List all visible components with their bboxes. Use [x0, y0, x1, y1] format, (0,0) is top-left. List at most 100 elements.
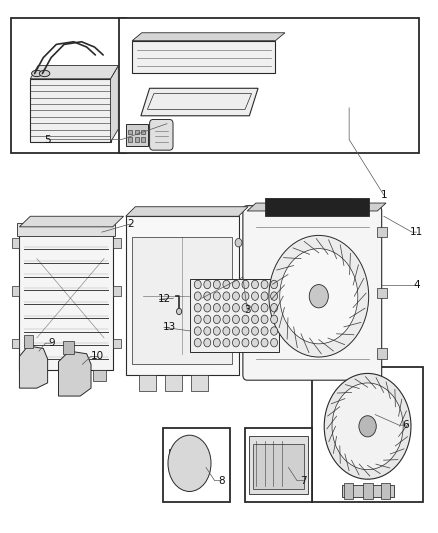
Ellipse shape — [332, 383, 403, 470]
Ellipse shape — [280, 248, 358, 344]
Ellipse shape — [242, 292, 249, 300]
Bar — [12, 339, 19, 349]
Bar — [113, 339, 120, 349]
Ellipse shape — [235, 344, 242, 353]
FancyBboxPatch shape — [126, 216, 239, 375]
Bar — [193, 453, 198, 467]
Polygon shape — [141, 88, 258, 116]
Bar — [183, 453, 189, 467]
Bar — [165, 375, 182, 391]
Ellipse shape — [242, 315, 249, 324]
Ellipse shape — [194, 303, 201, 312]
Text: 10: 10 — [91, 351, 104, 361]
Ellipse shape — [251, 327, 258, 335]
Ellipse shape — [204, 292, 211, 300]
Bar — [378, 227, 387, 237]
Text: 3: 3 — [244, 305, 251, 315]
Ellipse shape — [251, 303, 258, 312]
Text: 9: 9 — [49, 338, 55, 348]
FancyBboxPatch shape — [19, 227, 113, 369]
Ellipse shape — [233, 303, 240, 312]
Bar — [191, 375, 208, 391]
Ellipse shape — [204, 303, 211, 312]
Bar — [344, 483, 353, 499]
Ellipse shape — [261, 292, 268, 300]
Ellipse shape — [251, 280, 258, 289]
Bar — [378, 288, 387, 298]
FancyBboxPatch shape — [243, 206, 381, 380]
Ellipse shape — [261, 303, 268, 312]
Ellipse shape — [242, 303, 249, 312]
Bar — [126, 124, 148, 146]
Ellipse shape — [223, 327, 230, 335]
Ellipse shape — [168, 435, 211, 491]
Ellipse shape — [194, 315, 201, 324]
Ellipse shape — [251, 315, 258, 324]
Bar — [12, 238, 19, 248]
Ellipse shape — [223, 338, 230, 347]
FancyBboxPatch shape — [150, 119, 173, 150]
Ellipse shape — [194, 338, 201, 347]
Ellipse shape — [233, 315, 240, 324]
Bar — [381, 483, 390, 499]
Ellipse shape — [309, 285, 328, 308]
Bar — [135, 138, 139, 142]
Ellipse shape — [269, 236, 369, 357]
Ellipse shape — [194, 327, 201, 335]
Bar — [63, 341, 74, 354]
Bar — [378, 349, 387, 359]
Ellipse shape — [213, 315, 220, 324]
Bar — [132, 237, 232, 365]
Bar — [312, 367, 423, 502]
Bar — [249, 435, 308, 494]
Ellipse shape — [213, 292, 220, 300]
Polygon shape — [19, 216, 124, 227]
Ellipse shape — [261, 280, 268, 289]
Ellipse shape — [359, 416, 376, 437]
Text: 11: 11 — [410, 227, 423, 237]
Ellipse shape — [324, 374, 411, 479]
Bar — [141, 138, 145, 142]
Text: 2: 2 — [127, 219, 134, 229]
Ellipse shape — [32, 70, 42, 77]
Bar — [119, 18, 419, 153]
Ellipse shape — [271, 280, 278, 289]
Ellipse shape — [213, 280, 220, 289]
Bar — [113, 238, 120, 248]
Text: 12: 12 — [158, 294, 171, 304]
Polygon shape — [30, 66, 118, 79]
Ellipse shape — [213, 327, 220, 335]
Ellipse shape — [223, 292, 230, 300]
Bar — [141, 130, 145, 134]
Text: 5: 5 — [44, 134, 51, 144]
Ellipse shape — [223, 280, 230, 289]
Text: 8: 8 — [218, 475, 225, 486]
Polygon shape — [110, 66, 118, 142]
Ellipse shape — [242, 280, 249, 289]
Bar — [265, 198, 369, 216]
Text: 7: 7 — [300, 475, 307, 486]
Ellipse shape — [235, 238, 242, 247]
Ellipse shape — [194, 280, 201, 289]
Ellipse shape — [261, 327, 268, 335]
Polygon shape — [126, 207, 248, 216]
Bar — [342, 485, 394, 497]
Bar — [169, 449, 206, 470]
Bar — [30, 79, 110, 142]
Polygon shape — [247, 203, 386, 211]
Bar — [173, 453, 180, 467]
Text: 4: 4 — [413, 280, 420, 290]
Ellipse shape — [213, 338, 220, 347]
Bar — [93, 369, 106, 381]
Ellipse shape — [251, 338, 258, 347]
Ellipse shape — [261, 315, 268, 324]
Polygon shape — [132, 33, 285, 41]
Polygon shape — [19, 346, 48, 388]
Bar — [191, 279, 279, 352]
Bar — [162, 428, 230, 502]
Ellipse shape — [177, 308, 182, 314]
Ellipse shape — [204, 338, 211, 347]
Text: 13: 13 — [162, 322, 176, 332]
Ellipse shape — [242, 327, 249, 335]
Bar — [128, 138, 132, 142]
